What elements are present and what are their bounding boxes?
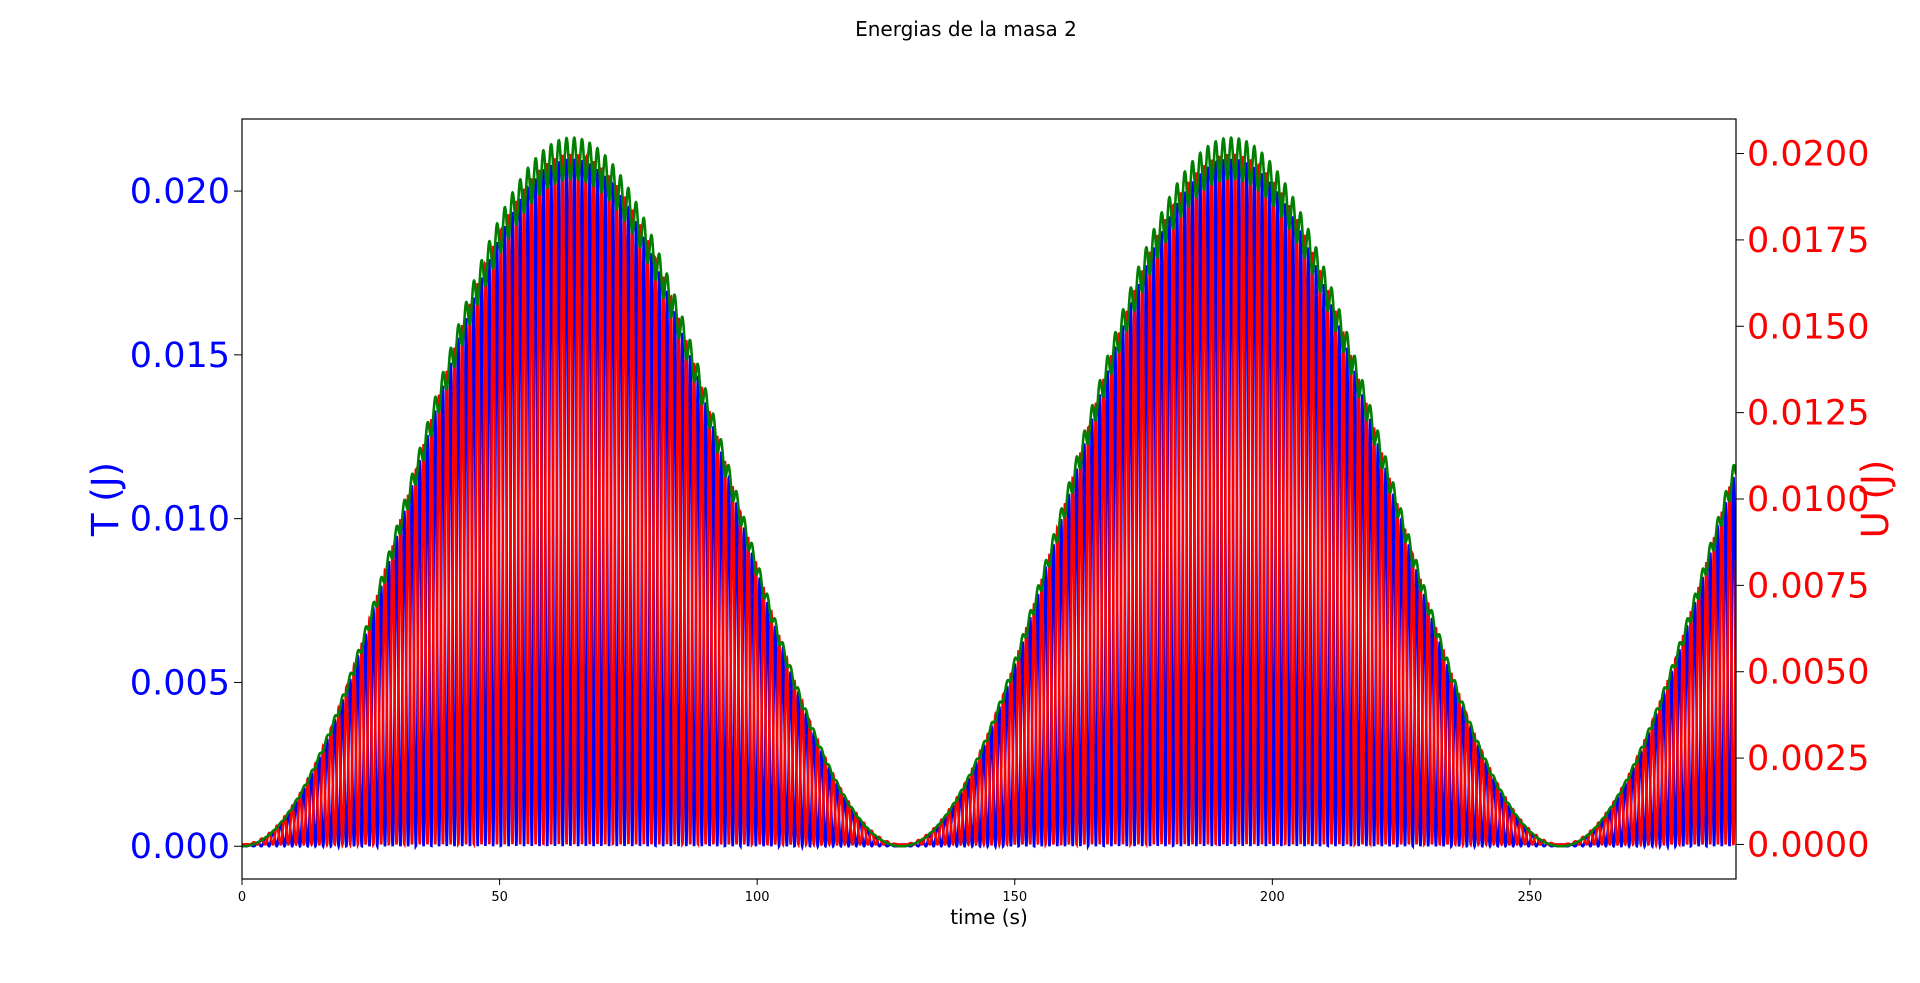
y-axis-right-label: U (J)	[1854, 460, 1897, 539]
y-left-tick-label: 0.000	[130, 827, 230, 867]
x-tick-label: 150	[1002, 890, 1027, 905]
y-right-tick-label: 0.0125	[1747, 394, 1869, 434]
y-left-tick-label: 0.010	[130, 500, 230, 540]
x-tick-label: 100	[745, 890, 770, 905]
y-right-tick-label: 0.0050	[1747, 653, 1869, 693]
y-right-tick-label: 0.0000	[1747, 825, 1869, 865]
x-axis: 0 50 100 150 200 250	[238, 879, 1542, 905]
x-tick-label: 50	[491, 890, 508, 905]
x-axis-label: time (s)	[950, 905, 1028, 929]
series-layer	[242, 136, 1736, 852]
y-axis-left-label: T (J)	[84, 462, 127, 537]
y-right-tick-label: 0.0025	[1747, 739, 1869, 779]
y-right-tick-label: 0.0075	[1747, 566, 1869, 606]
y-right-tick-label: 0.0150	[1747, 307, 1869, 347]
y-axis-left: 0.000 0.005 0.010 0.015 0.020	[130, 172, 242, 867]
y-left-tick-label: 0.005	[130, 663, 230, 703]
y-right-tick-label: 0.0200	[1747, 135, 1869, 175]
chart-title: Energias de la masa 2	[855, 17, 1077, 41]
x-tick-label: 0	[238, 890, 246, 905]
y-axis-right: 0.0000 0.0025 0.0050 0.0075 0.0100 0.0125 0.01…	[1736, 135, 1869, 865]
y-left-tick-label: 0.015	[130, 336, 230, 376]
series-total-line	[242, 136, 1736, 848]
y-left-tick-label: 0.020	[130, 172, 230, 212]
x-tick-label: 200	[1260, 890, 1285, 905]
series-U-line	[242, 153, 1736, 850]
x-tick-label: 250	[1518, 890, 1543, 905]
y-right-tick-label: 0.0100	[1747, 480, 1869, 520]
y-right-tick-label: 0.0175	[1747, 221, 1869, 261]
